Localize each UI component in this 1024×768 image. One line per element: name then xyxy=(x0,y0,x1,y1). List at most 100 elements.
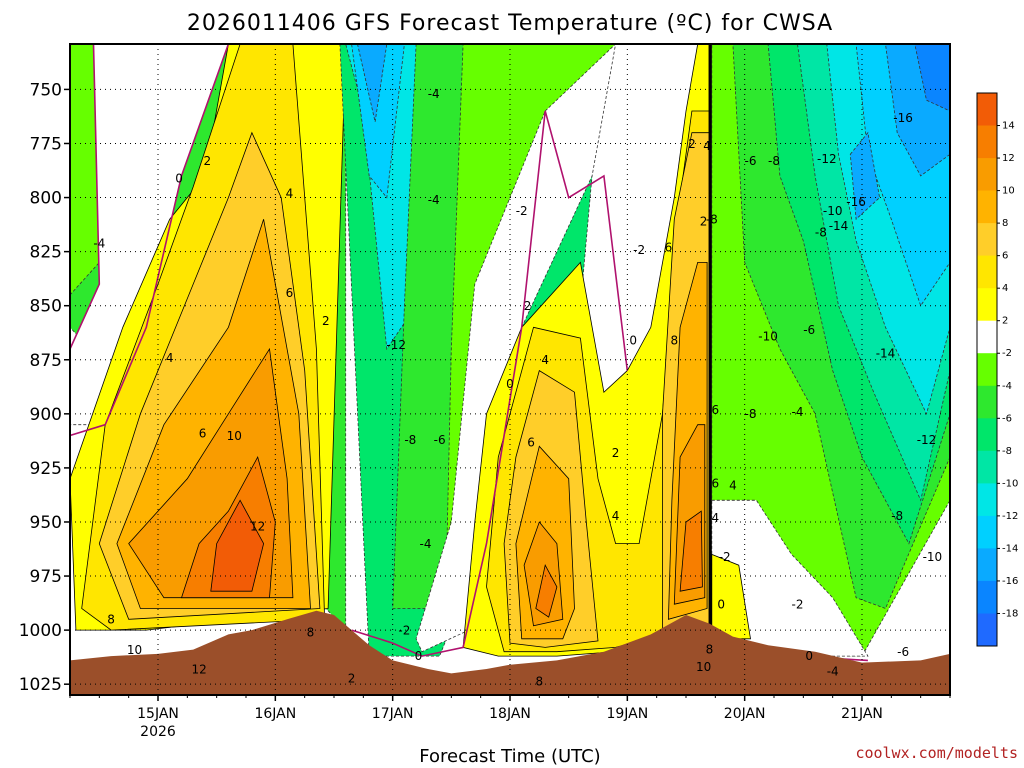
y-axis: 750 775 800 825 850 875 900 925 950 975 1000 1025 xyxy=(19,80,70,695)
contour-label: 8 xyxy=(670,334,678,348)
colorbar-swatch xyxy=(977,190,997,224)
contour-label: -6 xyxy=(745,154,757,168)
contour-label: -4 xyxy=(827,665,839,679)
contour-label: 2 xyxy=(524,299,532,313)
contour-label: 0 xyxy=(506,377,514,391)
contour-label: 4 xyxy=(703,139,711,153)
contour-label: -8 xyxy=(891,509,903,523)
contour-label: 4 xyxy=(541,353,549,367)
colorbar-swatch xyxy=(977,515,997,549)
contour-label: 0 xyxy=(175,171,183,185)
y-tick-label: 925 xyxy=(30,459,62,479)
ground-layer xyxy=(70,610,950,695)
x-tick-label: 15JAN xyxy=(137,706,179,722)
y-tick-label: 900 xyxy=(30,405,62,425)
contour-label: -4 xyxy=(420,537,432,551)
x-tick-label: 16JAN xyxy=(254,706,296,722)
contour-label: -16 xyxy=(893,111,913,125)
y-tick-label: 1025 xyxy=(19,675,62,695)
contour-label: 6 xyxy=(711,476,719,490)
contour-label: -16 xyxy=(846,195,866,209)
contour-label: -2 xyxy=(633,243,645,257)
colorbar-label: -6 xyxy=(1002,413,1012,424)
colorbar-label: 2 xyxy=(1002,316,1008,327)
colorbar-label: 4 xyxy=(1002,283,1008,294)
x-tick-label: 21JAN xyxy=(841,706,883,722)
colorbar-swatch xyxy=(977,450,997,484)
contour-label: 2 xyxy=(348,672,356,686)
x-tick-sublabel: 2026 xyxy=(140,724,176,740)
contour-label: 6 xyxy=(711,403,719,417)
x-tick-label: 17JAN xyxy=(372,706,414,722)
contour-label: 10 xyxy=(127,643,142,657)
colorbar-swatch xyxy=(977,288,997,322)
contour-label: -4 xyxy=(792,405,804,419)
contour-label: -14 xyxy=(876,347,896,361)
contour-label: 0 xyxy=(415,649,423,663)
contour-label: -8 xyxy=(768,154,780,168)
colorbar-label: 6 xyxy=(1002,251,1008,262)
contour-label: -2 xyxy=(792,598,804,612)
contour-label: -4 xyxy=(428,193,440,207)
contour-label: 8 xyxy=(307,626,315,640)
contour-label: 4 xyxy=(612,509,620,523)
contour-label: 12 xyxy=(191,663,206,677)
colorbar-swatch xyxy=(977,223,997,257)
contour-label: 6 xyxy=(199,427,207,441)
colorbar-label: 8 xyxy=(1002,218,1008,229)
colorbar-swatch xyxy=(977,125,997,159)
contour-label: 2 xyxy=(203,154,211,168)
contour-label: 8 xyxy=(107,613,115,627)
x-axis-label: Forecast Time (UTC) xyxy=(419,746,600,767)
y-tick-label: 875 xyxy=(30,351,62,371)
colorbar-swatch xyxy=(977,320,997,354)
y-tick-label: 1000 xyxy=(19,621,62,641)
contour-label: 2 xyxy=(700,215,708,229)
contour-region xyxy=(679,510,703,592)
colorbar-swatch xyxy=(977,93,997,126)
colorbar-swatch xyxy=(977,483,997,517)
contour-label: 4 xyxy=(729,479,737,493)
contour-label: -2 xyxy=(398,623,410,637)
contour-label: -10 xyxy=(758,329,778,343)
contour-label: -8 xyxy=(815,226,827,240)
contour-label: -12 xyxy=(817,152,837,166)
contour-label: -14 xyxy=(829,219,849,233)
chart-title: 2026011406 GFS Forecast Temperature (ºC)… xyxy=(187,11,833,36)
colorbar-swatch xyxy=(977,255,997,289)
colorbar-swatch xyxy=(977,353,997,387)
colorbar-label: -2 xyxy=(1002,348,1012,359)
colorbar-swatch xyxy=(977,580,997,614)
y-tick-label: 825 xyxy=(30,243,62,263)
colorbar-swatch xyxy=(977,418,997,452)
y-tick-label: 975 xyxy=(30,567,62,587)
contour-region xyxy=(351,44,405,199)
y-tick-label: 850 xyxy=(30,297,62,317)
contour-label: 4 xyxy=(166,351,174,365)
contour-region xyxy=(711,499,869,657)
freezing-line xyxy=(70,44,101,350)
contour-label: -4 xyxy=(93,236,105,250)
contour-label: -8 xyxy=(745,407,757,421)
x-tick-label: 18JAN xyxy=(489,706,531,722)
contour-label: -6 xyxy=(897,645,909,659)
contour-label: 6 xyxy=(527,435,535,449)
contour-label: 6 xyxy=(665,241,673,255)
contour-region xyxy=(849,131,881,221)
ground-surface xyxy=(70,610,950,695)
contour-label: 4 xyxy=(286,187,294,201)
contour-label: 10 xyxy=(227,429,242,443)
contour-label: 12 xyxy=(250,520,265,534)
colorbar: 14 12 10 8 6 4 2 -2 -4 -6 -8 -10 -12 -14 -16 -18 xyxy=(976,92,1018,647)
y-tick-label: 775 xyxy=(30,134,62,154)
x-tick-label: 19JAN xyxy=(606,706,648,722)
contour-label: -12 xyxy=(386,338,406,352)
colorbar-label: 14 xyxy=(1002,121,1015,132)
contour-label: 6 xyxy=(286,286,294,300)
contour-label: 0 xyxy=(629,334,637,348)
contour-label: -10 xyxy=(923,550,943,564)
contour-region xyxy=(210,499,265,592)
colorbar-label: 10 xyxy=(1002,186,1015,197)
